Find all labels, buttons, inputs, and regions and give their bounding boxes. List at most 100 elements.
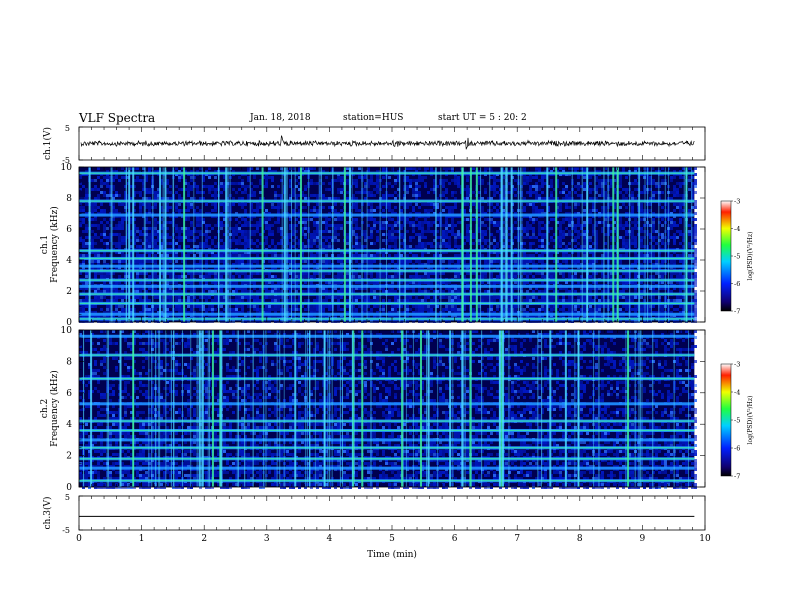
burst-line [308, 167, 310, 322]
burst-line [200, 330, 202, 487]
y-tick-label: 10 [61, 163, 73, 173]
colorbar-tick-label: -3 [734, 361, 740, 369]
burst-line [510, 167, 513, 322]
y-tick-label: 2 [66, 452, 72, 462]
burst-line [90, 330, 93, 487]
burst-line [521, 167, 523, 322]
burst-line [314, 330, 316, 487]
burst-line [638, 167, 640, 322]
burst-line [128, 167, 131, 322]
frequency-band [79, 284, 695, 288]
burst-line [236, 330, 238, 487]
y-tick-label: 4 [66, 420, 72, 430]
burst-line [201, 330, 204, 487]
frequency-band [79, 334, 695, 338]
y-tick-label: 8 [66, 357, 72, 367]
frequency-band-core [79, 447, 695, 449]
burst-line [88, 167, 91, 322]
burst-line [688, 330, 690, 487]
ch3-waveform-panel-frame [78, 495, 706, 531]
burst-line [650, 167, 652, 322]
colorbar-tick-label: -4 [734, 225, 740, 233]
burst-line [190, 330, 192, 487]
x-tick-label: 9 [640, 534, 646, 544]
burst-line [158, 330, 160, 487]
burst-line [107, 330, 109, 487]
frequency-band-core [79, 318, 695, 320]
x-tick-label: 8 [577, 534, 583, 544]
frequency-band [79, 466, 695, 470]
burst-line [437, 330, 439, 487]
burst-line [480, 167, 482, 322]
burst-line [351, 330, 353, 487]
burst-line [607, 167, 609, 322]
burst-line [461, 167, 464, 322]
burst-line [537, 330, 539, 487]
burst-line [625, 330, 627, 487]
burst-line [612, 167, 615, 322]
station-label: station=HUS [343, 113, 404, 123]
x-tick-label: 4 [327, 534, 333, 544]
y-tick-label: 4 [66, 256, 72, 266]
burst-line [132, 330, 135, 487]
burst-line [125, 167, 127, 322]
x-tick-label: 3 [264, 534, 270, 544]
burst-line [370, 330, 372, 487]
y-axis-label: Frequency (kHz) [49, 206, 60, 283]
burst-line [452, 330, 454, 487]
frequency-band-core [79, 302, 695, 304]
burst-line [647, 167, 649, 322]
burst-line [541, 330, 543, 487]
burst-line [227, 167, 229, 322]
y-tick-label: 2 [66, 287, 72, 297]
frequency-band-core [79, 257, 695, 260]
burst-line [294, 330, 297, 487]
start-time-label: start UT = 5 : 20: 2 [438, 113, 527, 123]
colorbar-tick-label: -5 [734, 253, 740, 261]
burst-line [461, 330, 464, 487]
burst-line [683, 167, 685, 322]
frequency-band-core [79, 429, 695, 432]
burst-line [519, 167, 521, 322]
burst-line [299, 167, 302, 322]
burst-line [318, 167, 320, 322]
burst-line [352, 330, 354, 487]
burst-line [435, 167, 437, 322]
colorbar-label: log(PSD)(V²/Hz) [747, 396, 754, 445]
x-tick-label: 2 [201, 534, 207, 544]
x-tick-label: 5 [389, 534, 395, 544]
burst-line [664, 167, 666, 322]
colorbar [720, 200, 732, 312]
burst-line [162, 167, 164, 322]
burst-line [244, 330, 246, 487]
burst-line [586, 167, 589, 322]
burst-line [594, 167, 596, 322]
burst-line [667, 167, 669, 322]
burst-line [211, 330, 214, 487]
burst-line [555, 167, 558, 322]
frequency-band-core [79, 293, 695, 295]
burst-line [500, 330, 503, 487]
burst-line [489, 167, 491, 322]
burst-line [564, 330, 567, 487]
burst-line [603, 167, 605, 322]
y-tick-label: 0 [66, 483, 72, 493]
y-tick-label: -5 [62, 156, 70, 165]
y-axis-label: Frequency (kHz) [49, 370, 60, 447]
burst-line [593, 330, 595, 487]
burst-line [349, 167, 351, 322]
burst-line [685, 167, 687, 322]
burst-line [218, 167, 220, 322]
burst-line [426, 330, 428, 487]
y-tick-label: 10 [61, 326, 73, 336]
burst-line [469, 330, 472, 487]
burst-line [144, 167, 146, 322]
frequency-band-core [79, 172, 695, 174]
burst-line [598, 330, 600, 487]
burst-line [361, 330, 364, 487]
burst-line [327, 330, 329, 487]
frequency-band-core [79, 250, 695, 252]
burst-line [165, 330, 167, 487]
y-tick-label: 8 [66, 194, 72, 204]
colorbar-tick-label: -4 [734, 389, 740, 397]
